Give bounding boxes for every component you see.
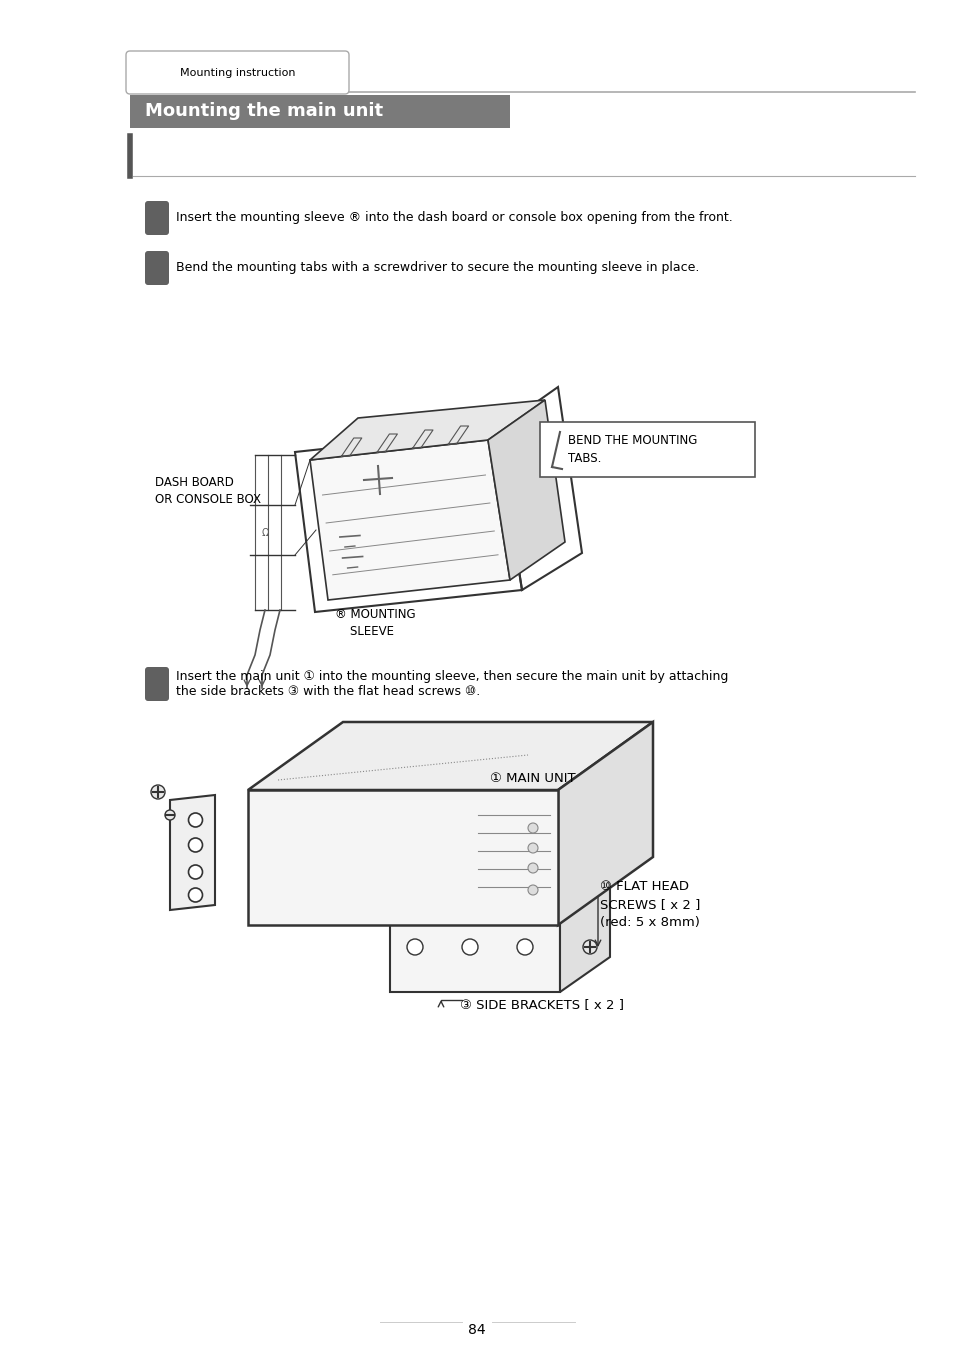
Text: Insert the mounting sleeve ® into the dash board or console box opening from the: Insert the mounting sleeve ® into the da… <box>175 211 732 225</box>
Text: ⑩ FLAT HEAD
SCREWS [ x 2 ]
(red: 5 x 8mm): ⑩ FLAT HEAD SCREWS [ x 2 ] (red: 5 x 8mm… <box>599 879 700 930</box>
Text: ® MOUNTING
    SLEEVE: ® MOUNTING SLEEVE <box>335 608 416 638</box>
Text: Mounting the main unit: Mounting the main unit <box>145 103 383 121</box>
Text: ③ SIDE BRACKETS [ x 2 ]: ③ SIDE BRACKETS [ x 2 ] <box>459 999 623 1011</box>
Polygon shape <box>248 722 652 790</box>
Circle shape <box>407 939 422 955</box>
Polygon shape <box>488 400 564 580</box>
FancyBboxPatch shape <box>145 251 169 285</box>
Text: ① MAIN UNIT: ① MAIN UNIT <box>490 771 575 785</box>
Circle shape <box>582 940 597 954</box>
Text: DASH BOARD
OR CONSOLE BOX: DASH BOARD OR CONSOLE BOX <box>154 476 261 505</box>
Polygon shape <box>390 877 609 912</box>
Polygon shape <box>559 877 609 992</box>
Circle shape <box>189 864 202 879</box>
FancyBboxPatch shape <box>130 95 510 127</box>
Circle shape <box>165 810 174 820</box>
Polygon shape <box>310 400 544 459</box>
Circle shape <box>527 863 537 873</box>
Circle shape <box>517 939 533 955</box>
Text: BEND THE MOUNTING
TABS.: BEND THE MOUNTING TABS. <box>567 434 697 465</box>
Text: Ω: Ω <box>261 528 269 538</box>
Circle shape <box>189 813 202 827</box>
Circle shape <box>189 837 202 852</box>
Polygon shape <box>558 722 652 925</box>
Circle shape <box>189 888 202 902</box>
FancyBboxPatch shape <box>145 201 169 234</box>
Text: Insert the main unit ① into the mounting sleeve, then secure the main unit by at: Insert the main unit ① into the mounting… <box>175 669 727 698</box>
Circle shape <box>527 843 537 854</box>
Polygon shape <box>390 912 559 992</box>
FancyBboxPatch shape <box>126 51 349 93</box>
Circle shape <box>527 822 537 833</box>
Circle shape <box>527 885 537 896</box>
Text: 84: 84 <box>468 1322 485 1337</box>
Bar <box>539 421 754 477</box>
Polygon shape <box>310 440 510 600</box>
Circle shape <box>461 939 477 955</box>
Circle shape <box>151 785 165 799</box>
Polygon shape <box>170 795 214 911</box>
Text: Mounting instruction: Mounting instruction <box>179 68 294 77</box>
FancyBboxPatch shape <box>145 667 169 701</box>
Text: Bend the mounting tabs with a screwdriver to secure the mounting sleeve in place: Bend the mounting tabs with a screwdrive… <box>175 262 699 275</box>
Polygon shape <box>248 790 558 925</box>
